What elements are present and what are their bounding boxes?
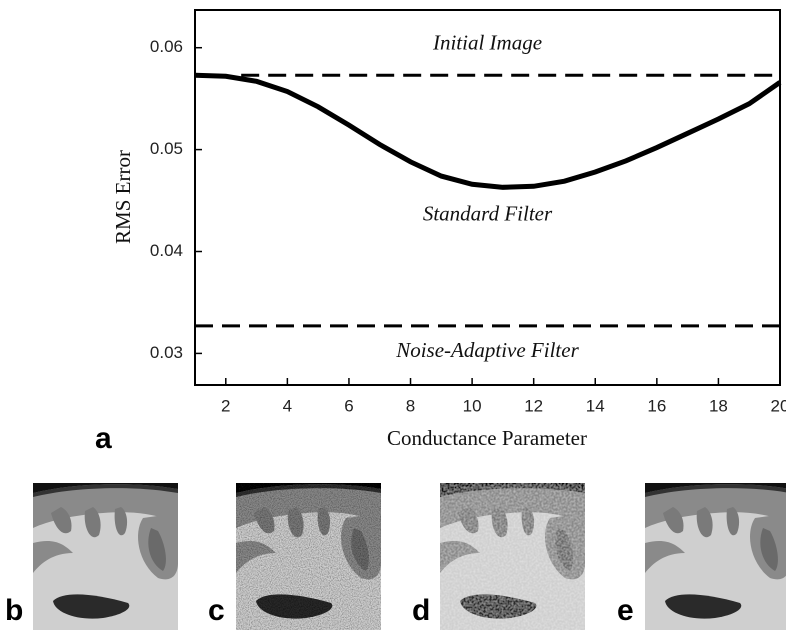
image-b xyxy=(33,483,178,630)
y-tick-label: 0.05 xyxy=(150,139,183,158)
y-tick-label: 0.06 xyxy=(150,37,183,56)
image-c xyxy=(236,483,381,630)
image-e xyxy=(645,483,786,630)
x-tick-label: 20 xyxy=(771,396,786,415)
x-tick-label: 16 xyxy=(647,396,666,415)
series-line xyxy=(195,75,780,187)
x-tick-label: 4 xyxy=(283,396,292,415)
y-tick-label: 0.03 xyxy=(150,343,183,362)
x-axis-label: Conductance Parameter xyxy=(387,426,587,450)
x-tick-label: 8 xyxy=(406,396,415,415)
panel-label: a xyxy=(95,422,112,455)
x-tick-label: 12 xyxy=(524,396,543,415)
annotation: Standard Filter xyxy=(423,202,553,226)
image-d xyxy=(440,483,585,630)
y-axis-label: RMS Error xyxy=(111,150,135,244)
x-tick-label: 18 xyxy=(709,396,728,415)
x-tick-label: 10 xyxy=(463,396,482,415)
panel-label: d xyxy=(412,594,430,627)
image-panels xyxy=(33,483,786,630)
annotation: Noise-Adaptive Filter xyxy=(395,338,579,362)
y-tick-label: 0.04 xyxy=(150,241,183,260)
figure: a b c d e Conductance Parameter RMS Erro… xyxy=(0,0,786,630)
panel-label: e xyxy=(617,594,634,627)
x-tick-label: 6 xyxy=(344,396,353,415)
annotation: Initial Image xyxy=(432,30,542,54)
panel-label: c xyxy=(208,594,225,627)
x-tick-label: 2 xyxy=(221,396,230,415)
plot-frame xyxy=(195,10,780,385)
panel-label: b xyxy=(5,594,23,627)
x-tick-label: 14 xyxy=(586,396,605,415)
